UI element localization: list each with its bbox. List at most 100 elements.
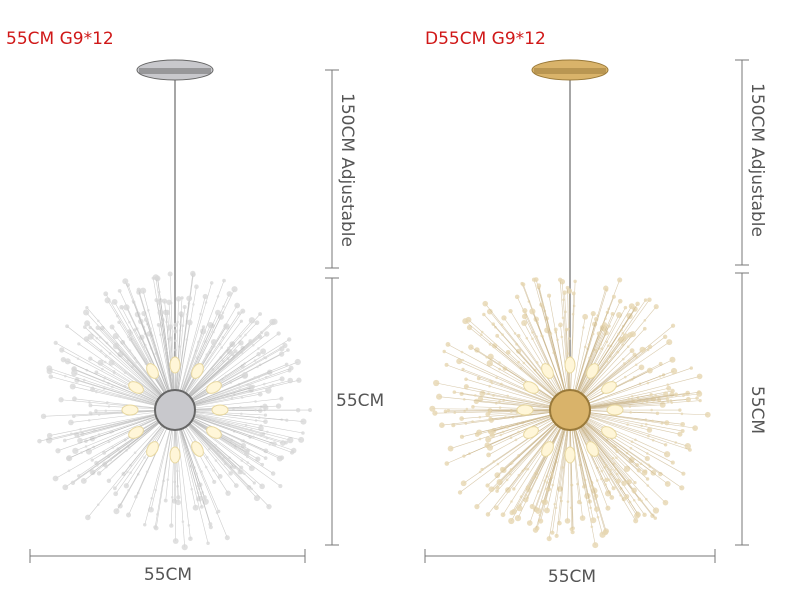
crystal: [525, 336, 529, 340]
branch: [174, 409, 270, 507]
crystal: [508, 472, 512, 476]
crystal: [218, 455, 221, 459]
crystal: [97, 433, 101, 436]
crystal: [588, 356, 591, 360]
crystal: [264, 375, 268, 379]
crystal: [130, 331, 134, 334]
crystal: [683, 392, 686, 396]
crystal: [658, 374, 662, 378]
crystal: [72, 447, 79, 454]
crystal: [242, 372, 249, 379]
crystal: [598, 336, 601, 339]
crystal: [524, 493, 528, 497]
crystal: [474, 347, 480, 353]
crystal: [55, 448, 61, 454]
crystal: [695, 396, 699, 400]
crystal: [509, 436, 513, 440]
crystal: [199, 492, 203, 496]
crystal: [197, 340, 200, 344]
crystal: [536, 490, 540, 493]
crystal: [684, 443, 691, 450]
crystal: [156, 323, 161, 327]
crystal: [543, 479, 547, 482]
crystal: [69, 383, 76, 390]
crystal: [621, 331, 625, 335]
crystal: [666, 383, 670, 386]
crystal: [505, 487, 511, 493]
crystal: [246, 455, 249, 459]
crystal: [623, 305, 628, 310]
crystal: [145, 470, 149, 474]
crystal: [615, 478, 621, 484]
crystal: [629, 348, 635, 354]
crystal: [456, 358, 463, 365]
crystal: [170, 495, 174, 499]
crystal: [462, 454, 466, 458]
crystal: [296, 377, 302, 383]
crystal: [628, 500, 632, 504]
crystal: [264, 331, 270, 337]
branch: [49, 409, 176, 436]
crystal: [127, 335, 130, 339]
branch: [174, 282, 212, 411]
crystal: [250, 487, 254, 491]
crystal: [646, 367, 653, 374]
crystal: [243, 472, 246, 476]
crystal: [651, 419, 654, 423]
crystal: [131, 299, 135, 303]
crystal: [704, 411, 711, 418]
crystal: [535, 361, 539, 364]
crystal: [432, 410, 438, 416]
branch: [39, 409, 176, 442]
crystal: [107, 405, 111, 408]
crystal: [460, 350, 464, 354]
crystal: [535, 476, 539, 480]
crystal: [103, 376, 107, 380]
crystal: [500, 323, 504, 327]
crystal: [122, 278, 129, 285]
crystal: [221, 311, 225, 315]
crystal: [480, 467, 484, 472]
branch: [569, 367, 692, 411]
crystal: [111, 385, 114, 389]
crystal: [645, 477, 650, 481]
crystal: [216, 366, 220, 370]
crystal: [680, 421, 686, 427]
crystal: [236, 445, 240, 449]
crystal: [63, 374, 67, 378]
crystal: [259, 483, 265, 490]
crystal: [176, 320, 180, 324]
crystal: [512, 487, 516, 491]
crystal: [218, 342, 222, 346]
crystal: [542, 499, 549, 506]
crystal: [156, 513, 159, 516]
crystal: [664, 420, 670, 426]
crystal: [616, 450, 619, 453]
crystal: [112, 486, 117, 491]
crystal: [80, 451, 83, 454]
crystal: [139, 287, 147, 294]
crystal: [471, 420, 474, 423]
crystal: [210, 339, 217, 346]
crystal: [279, 440, 286, 446]
crystal: [68, 419, 74, 426]
crystal: [630, 394, 634, 398]
crystal: [77, 437, 83, 444]
crystal: [681, 471, 686, 476]
crystal: [647, 434, 650, 438]
crystal: [214, 459, 218, 462]
crystal: [568, 337, 571, 340]
crystal: [465, 407, 469, 411]
crystal: [117, 320, 121, 325]
crystal: [233, 483, 239, 488]
crystal: [532, 476, 535, 479]
crystal: [225, 490, 231, 496]
crystal: [72, 396, 77, 402]
crystal: [260, 330, 263, 334]
crystal: [239, 469, 244, 475]
crystal: [181, 544, 188, 551]
branch: [561, 281, 571, 411]
crystal: [647, 297, 652, 302]
crystal: [300, 418, 307, 425]
crystal: [591, 332, 595, 336]
